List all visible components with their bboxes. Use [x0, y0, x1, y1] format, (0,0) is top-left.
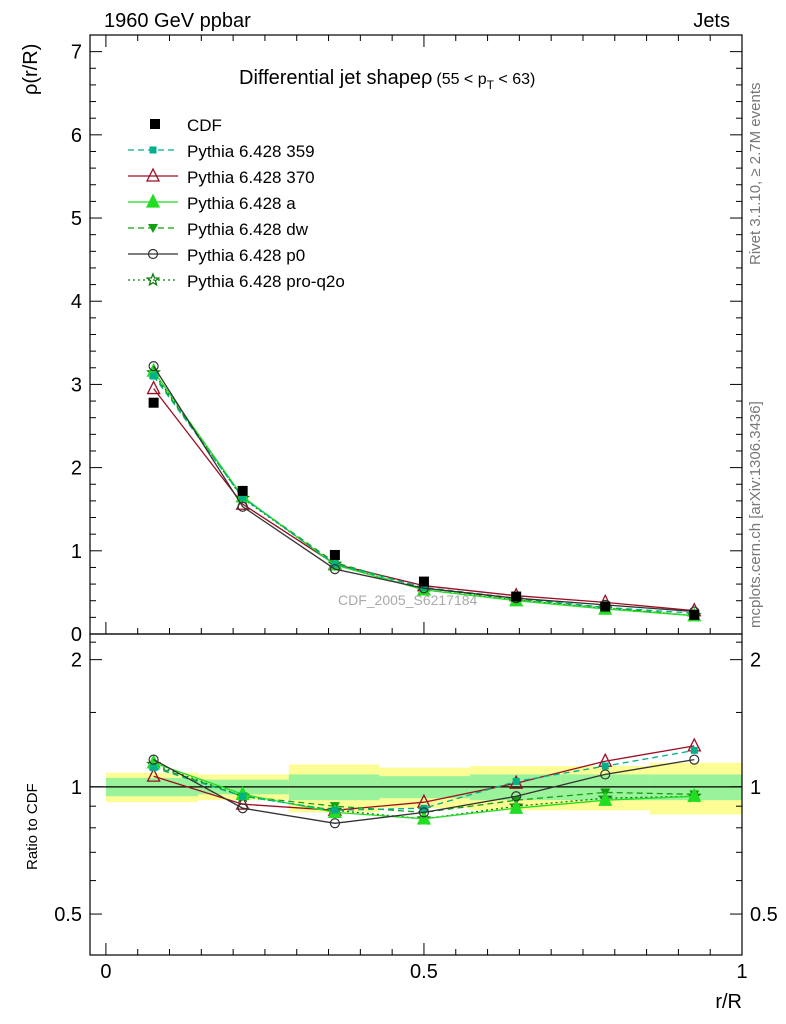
legend-marker — [147, 248, 159, 260]
x-tick-label: 0.5 — [410, 961, 438, 983]
legend-label: Pythia 6.428 p0 — [187, 246, 305, 265]
ratio-series-point — [150, 764, 158, 772]
ratio-series-point — [418, 807, 430, 818]
main-series-point — [237, 501, 248, 512]
header-left: 1960 GeV ppbar — [104, 10, 251, 32]
main-series-point — [420, 583, 428, 591]
legend-marker — [148, 224, 158, 233]
ratio-series-point — [511, 791, 522, 802]
cdf-data-point — [329, 549, 340, 560]
legend-label: Pythia 6.428 pro-q2o — [187, 272, 345, 291]
ratio-y-tick-label-right: 0.5 — [750, 904, 778, 926]
ratio-y-tick-label: 1 — [71, 777, 82, 799]
main-y-tick-label: 5 — [71, 208, 82, 230]
main-title-range-open: (55 < p — [436, 71, 486, 88]
ratio-series-point — [237, 803, 248, 814]
main-title-range-sub: T — [487, 78, 495, 92]
ratio-plot-frame — [89, 633, 743, 956]
main-title: Differential jet shapeρ (55 < pT < 63) — [239, 67, 535, 92]
ratio-series-point — [239, 792, 247, 800]
legend-label: Pythia 6.428 359 — [187, 142, 315, 161]
ratio-y-tick-label-right: 2 — [750, 650, 761, 672]
ratio-plot-series — [146, 737, 702, 829]
ratio-y-axis-label: Ratio to CDF — [24, 783, 41, 870]
ratio-series-point — [690, 746, 698, 754]
legend-label: Pythia 6.428 dw — [187, 220, 309, 239]
ratio-series-point — [146, 767, 161, 782]
legend-marker — [149, 146, 157, 154]
x-tick-label: 0 — [100, 961, 111, 983]
side-label-bottom: mcplots.cern.ch [arXiv:1306.3436] — [747, 401, 764, 628]
ratio-series-point — [235, 795, 250, 810]
ratio-series-point — [689, 754, 700, 765]
ratio-series-point — [331, 806, 339, 814]
legend-marker — [145, 167, 161, 182]
legend-label-cdf: CDF — [187, 116, 222, 135]
ratio-series-point — [329, 818, 340, 829]
cdf-data-point — [600, 601, 611, 612]
main-y-tick-label: 4 — [71, 291, 82, 313]
ratio-bands — [90, 762, 742, 815]
main-series-point — [329, 564, 340, 575]
legend: CDF Pythia 6.428 359 Pythia 6.428 370 Pythi… — [128, 116, 345, 291]
main-series-point — [146, 380, 161, 395]
ratio-y-tick-label: 2 — [71, 650, 82, 672]
main-y-tick-label: 7 — [71, 42, 82, 64]
axes: 0 1 2 3 4 5 6 7 0 0.5 1 0.5 0.5 1 1 2 2 — [54, 34, 778, 983]
ratio-series-point — [148, 754, 159, 765]
ratio-y-tick-label-right: 1 — [750, 777, 761, 799]
legend-marker-cdf — [150, 119, 160, 129]
header-right: Jets — [693, 10, 730, 32]
main-plot-series — [146, 361, 702, 622]
x-axis-label: r/R — [715, 991, 742, 1013]
main-title-range-close: < 63) — [494, 71, 535, 88]
ratio-series-point — [416, 810, 432, 825]
legend-marker — [145, 193, 161, 208]
ratio-series-point — [598, 791, 613, 806]
cdf-data-point — [511, 591, 522, 602]
x-tick-label: 1 — [736, 961, 747, 983]
main-y-tick-label: 0 — [71, 624, 82, 646]
cdf-data-point — [148, 397, 159, 408]
ratio-series-line — [153, 758, 695, 824]
main-y-tick-label: 1 — [71, 541, 82, 563]
cdf-data-point — [689, 609, 700, 620]
main-y-tick-label: 6 — [71, 125, 82, 147]
main-series-point — [150, 372, 158, 380]
ratio-series-point — [509, 799, 524, 814]
main-title-symbol: ρ — [421, 67, 432, 89]
main-series-line — [153, 365, 695, 613]
ratio-y-tick-label: 0.5 — [54, 904, 82, 926]
legend-label: Pythia 6.428 370 — [187, 168, 315, 187]
legend-label: Pythia 6.428 a — [187, 194, 296, 213]
ratio-series-point — [600, 769, 611, 780]
ratio-series-point — [601, 762, 609, 770]
main-y-tick-label: 2 — [71, 458, 82, 480]
legend-marker — [145, 272, 161, 287]
main-y-tick-label: 3 — [71, 374, 82, 396]
watermark: CDF_2005_S6217184 — [338, 592, 478, 608]
main-y-axis-label: ρ(r/R) — [20, 44, 42, 95]
ratio-series-point — [512, 777, 520, 785]
main-series-point — [148, 361, 159, 372]
main-series-point — [239, 494, 247, 502]
side-label-top: Rivet 3.1.10, ≥ 2.7M events — [747, 83, 764, 266]
ratio-series-point — [687, 787, 702, 802]
cdf-data-point — [418, 576, 429, 587]
main-title-text: Differential jet shape — [239, 67, 421, 89]
cdf-data-point — [237, 485, 248, 496]
